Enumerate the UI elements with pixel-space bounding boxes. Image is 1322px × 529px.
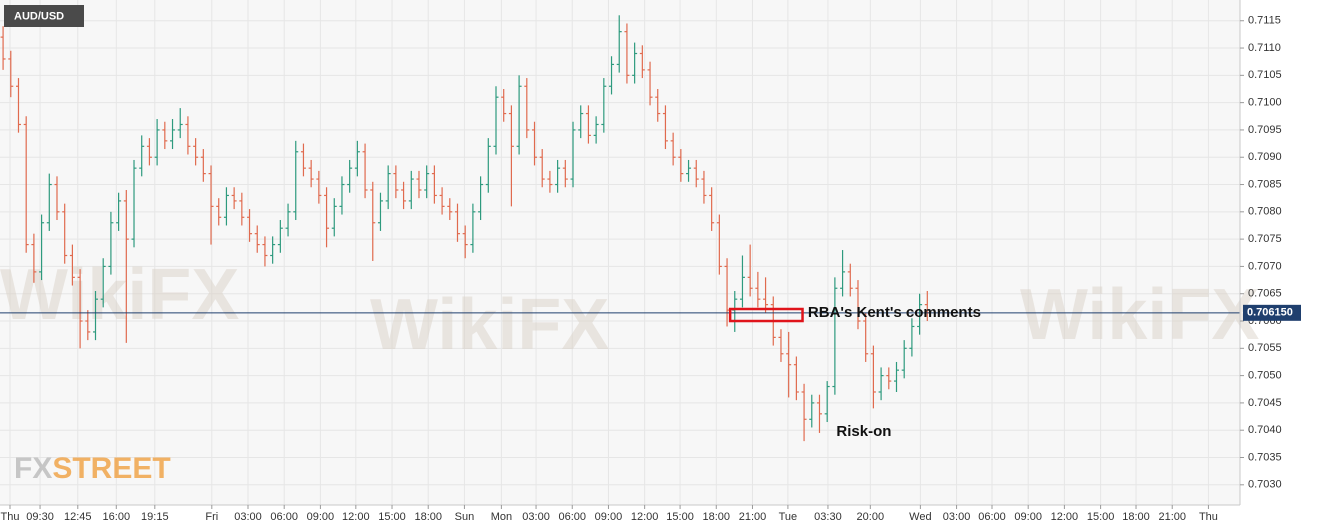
x-tick-label: 09:30 <box>26 511 54 523</box>
x-tick-label: 19:15 <box>141 511 169 523</box>
plot-background <box>0 0 1240 505</box>
y-tick-label: 0.7035 <box>1248 451 1282 463</box>
highlight-box <box>728 307 804 323</box>
x-tick-label: 03:00 <box>522 511 550 523</box>
y-tick-label: 0.7045 <box>1248 397 1282 409</box>
y-tick-label: 0.7110 <box>1248 42 1281 54</box>
x-tick-label: Wed <box>909 511 931 523</box>
bars <box>0 15 930 442</box>
logo-street: STREET <box>52 452 170 485</box>
x-tick-label: 20:00 <box>857 511 885 523</box>
y-tick-label: 0.7085 <box>1248 178 1282 190</box>
watermark: WikiFX <box>370 285 609 365</box>
x-tick-label: 06:00 <box>558 511 586 523</box>
annotation: RBA's Kent's comments <box>808 304 981 321</box>
x-tick-label: 12:45 <box>64 511 92 523</box>
watermark: WikiFX <box>0 255 239 335</box>
x-tick-label: 12:00 <box>1051 511 1079 523</box>
x-tick-label: 15:00 <box>378 511 406 523</box>
x-tick-label: 15:00 <box>666 511 694 523</box>
x-tick-label: 12:00 <box>631 511 659 523</box>
x-tick-label: 09:00 <box>595 511 623 523</box>
x-tick-label: Mon <box>491 511 512 523</box>
overlay: RBA's Kent's comments Risk-on <box>0 304 1240 440</box>
y-tick-label: 0.7040 <box>1248 424 1282 436</box>
logo: FXSTREET <box>14 452 171 485</box>
x-tick-label: Fri <box>205 511 218 523</box>
y-tick-label: 0.7065 <box>1248 288 1282 300</box>
symbol: AUD/USD <box>14 10 64 22</box>
x-tick-label: 15:00 <box>1087 511 1115 523</box>
x-tick-label: 09:00 <box>1014 511 1042 523</box>
y-tick-label: 0.7105 <box>1248 69 1282 81</box>
x-tick-label: 09:00 <box>307 511 335 523</box>
y-tick-label: 0.7030 <box>1248 479 1282 491</box>
x-tick-label: 21:00 <box>1158 511 1186 523</box>
x-tick-label: 06:00 <box>978 511 1006 523</box>
symbol-badge <box>4 5 84 27</box>
annotation: Risk-on <box>836 423 891 440</box>
x-tick-label: 18:00 <box>1122 511 1150 523</box>
grid <box>0 0 1240 505</box>
x-tick-label: 06:00 <box>270 511 298 523</box>
y-tick-label: 0.7115 <box>1248 15 1281 27</box>
y-tick-label: 0.7100 <box>1248 97 1282 109</box>
x-tick-label: 03:30 <box>814 511 842 523</box>
current-price-badge <box>1243 304 1301 321</box>
y-tick-label: 0.7080 <box>1248 206 1282 218</box>
current-price-label: 0.706150 <box>1247 307 1293 319</box>
x-tick-label: 03:00 <box>234 511 262 523</box>
y-tick-label: 0.7070 <box>1248 260 1282 272</box>
x-tick-label: 12:00 <box>342 511 370 523</box>
y-tick-label: 0.7050 <box>1248 370 1282 382</box>
x-tick-label: Sun <box>455 511 475 523</box>
x-tick-label: Thu <box>1 511 20 523</box>
x-tick-label: 03:00 <box>943 511 971 523</box>
watermark: WikiFX <box>1020 275 1259 355</box>
x-tick-label: 18:00 <box>703 511 731 523</box>
x-tick-label: 16:00 <box>103 511 131 523</box>
y-tick-label: 0.7095 <box>1248 124 1282 136</box>
y-tick-label: 0.7055 <box>1248 342 1282 354</box>
watermarks: WikiFX WikiFX WikiFX <box>0 255 1259 365</box>
logo-fx: FX <box>14 452 52 485</box>
y-tick-label: 0.7090 <box>1248 151 1282 163</box>
x-tick-label: 18:00 <box>414 511 442 523</box>
x-tick-label: Tue <box>779 511 798 523</box>
x-tick-label: 21:00 <box>739 511 767 523</box>
x-tick-label: Thu <box>1199 511 1218 523</box>
y-tick-label: 0.7075 <box>1248 233 1282 245</box>
